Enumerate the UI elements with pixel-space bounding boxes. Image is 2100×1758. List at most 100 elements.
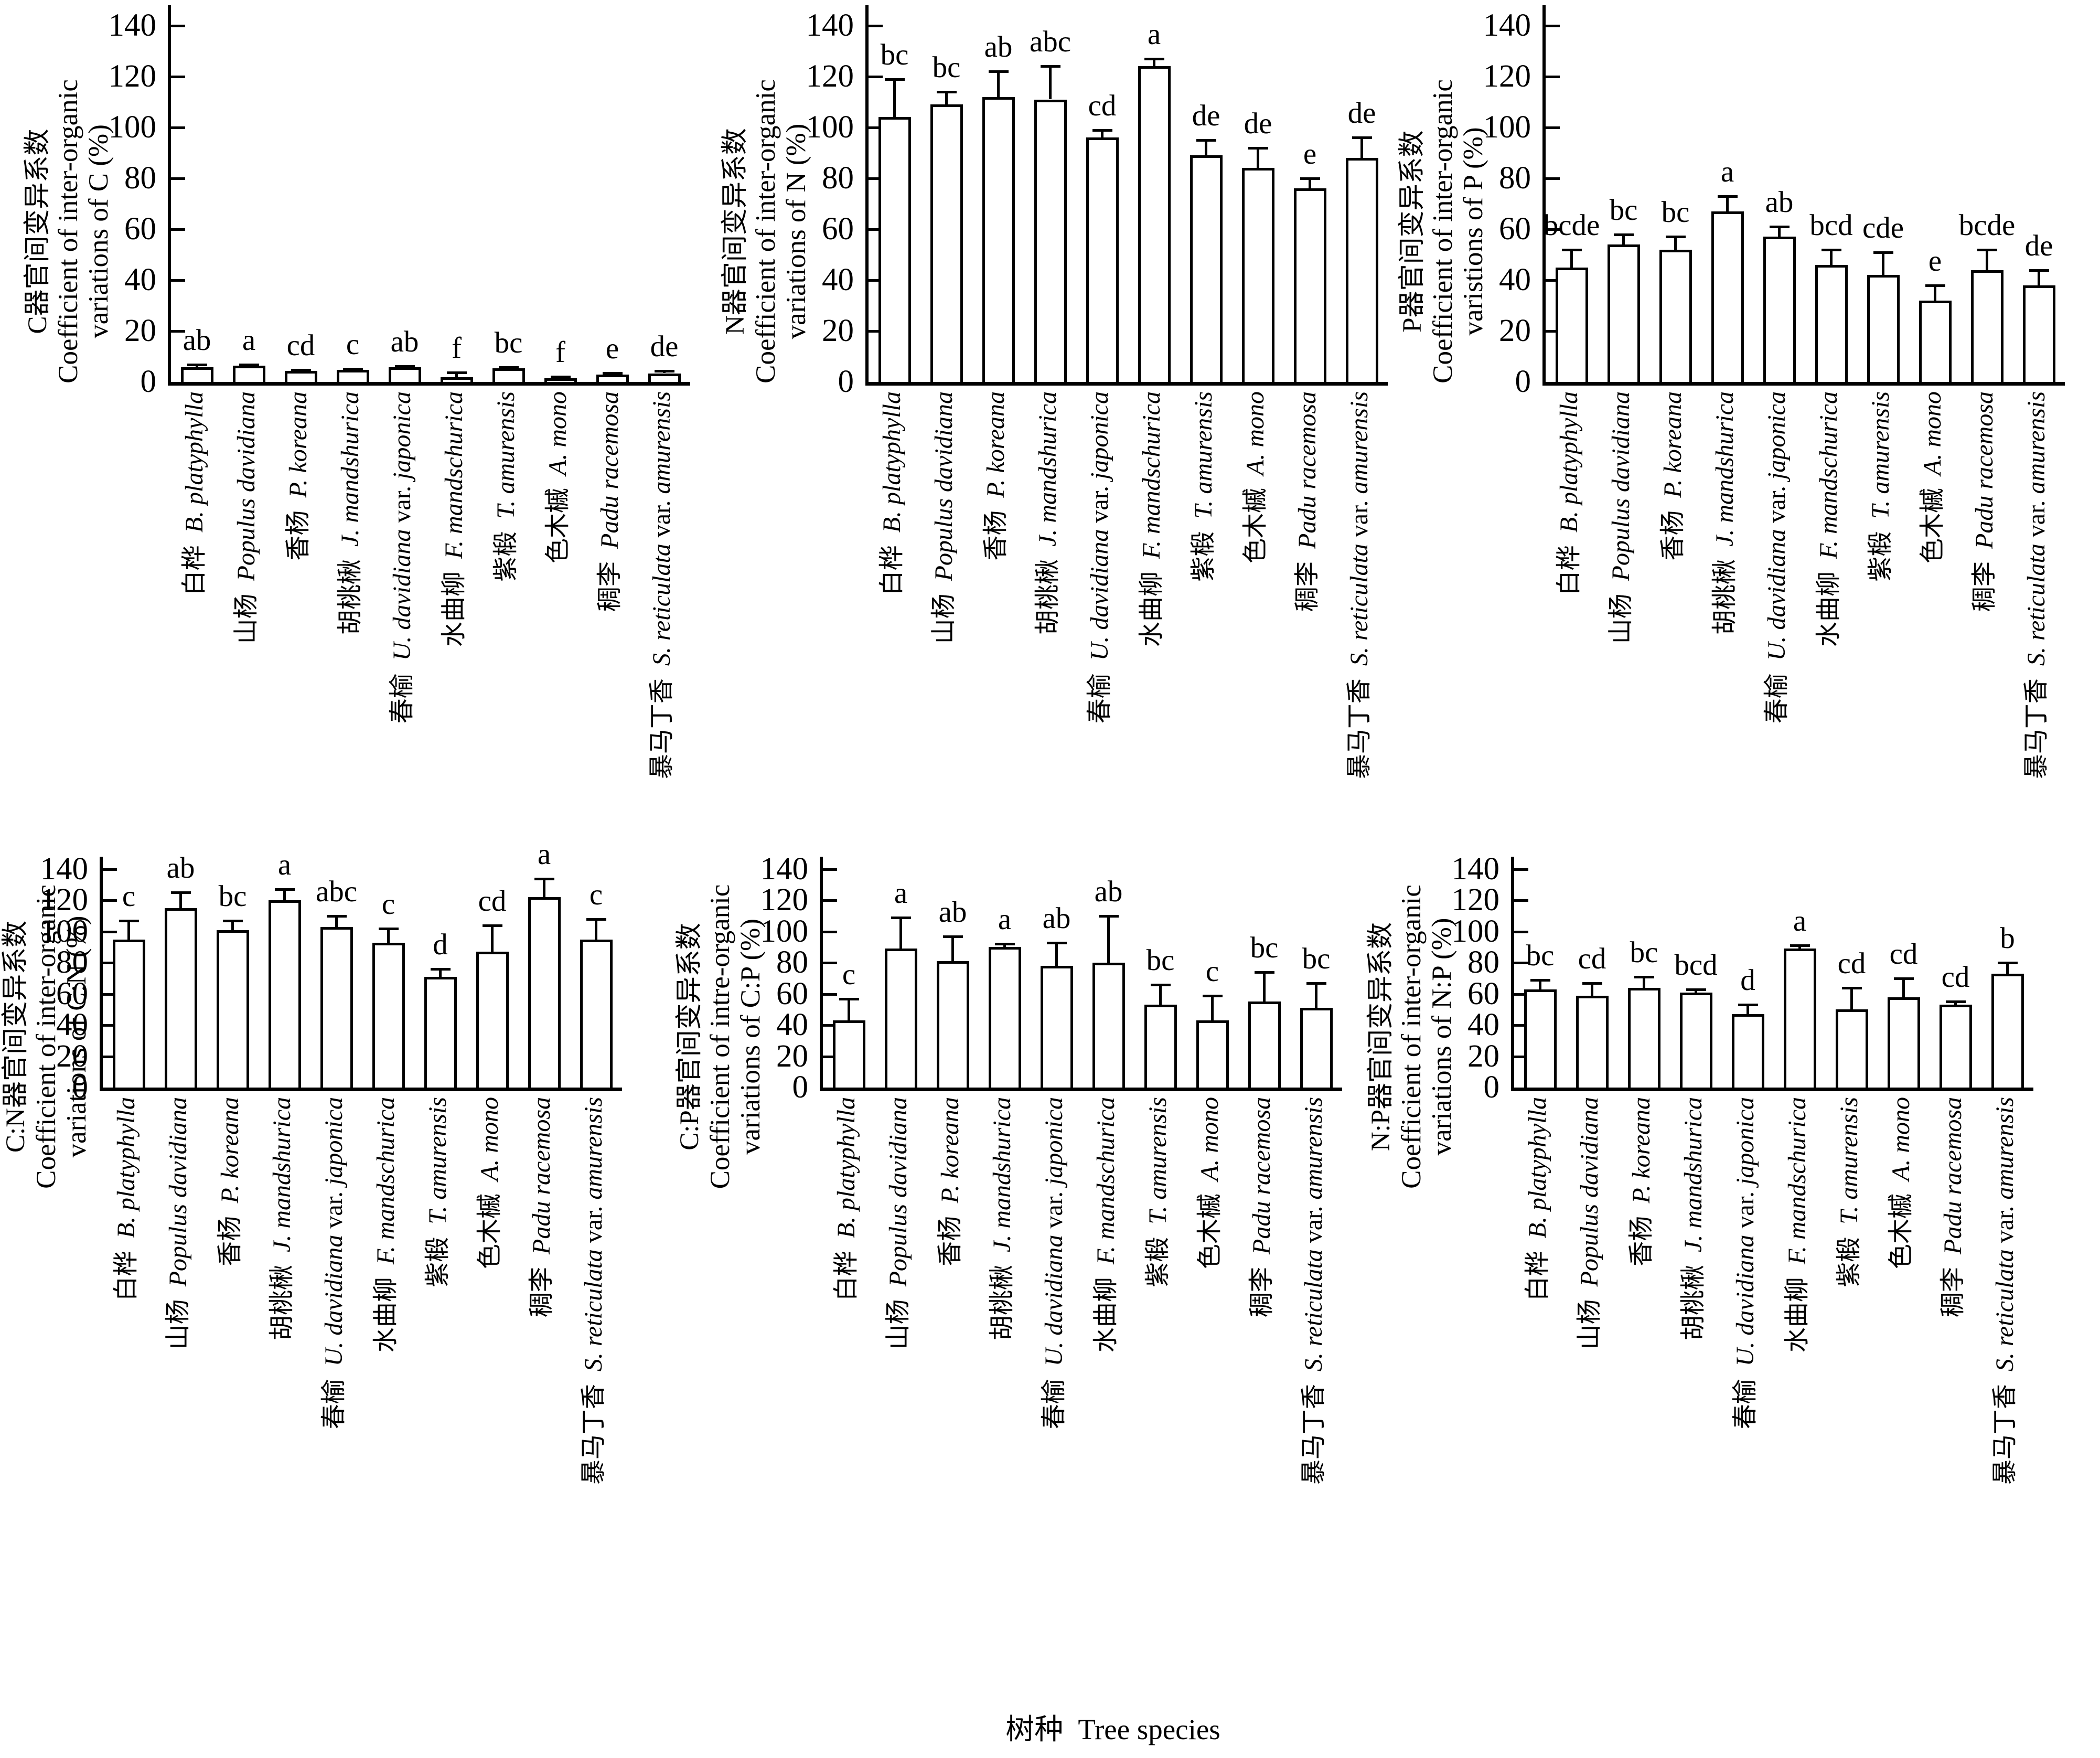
- error-bar-cap: [994, 943, 1015, 946]
- y-tick: [1514, 868, 1528, 871]
- y-tick-label: 120: [108, 58, 157, 94]
- error-bar-cap: [1196, 139, 1216, 142]
- bar: [1659, 249, 1692, 382]
- error-bar: [1205, 140, 1207, 156]
- y-axis-title: P器官间变异系数 Coefficient of inter-organic vari…: [1397, 79, 1488, 383]
- error-bar-cap: [1092, 129, 1112, 132]
- error-bar-cap: [884, 78, 905, 81]
- x-tick-label: 紫椴 T. amurensis: [491, 391, 520, 582]
- y-tick-label: 120: [1483, 58, 1531, 94]
- error-bar-cap: [170, 891, 191, 894]
- plot-area: bc bc ab abc cd a de de e de: [865, 5, 1388, 386]
- y-axis-title-en-line: varistions of P (%): [1458, 127, 1488, 336]
- error-bar-cap: [222, 919, 243, 922]
- error-bar: [127, 920, 130, 940]
- error-bar: [387, 928, 390, 943]
- x-tick-label: 色木槭 A. mono: [1918, 391, 1946, 563]
- error-bar-cap: [1893, 977, 1914, 980]
- sig-letter: bc: [932, 50, 961, 84]
- y-axis-title-en-line: variations of N (%): [781, 123, 811, 339]
- x-tick-label: 暴马丁香 S. reticulata var. amurensis: [1990, 1097, 2019, 1485]
- y-tick-label: 140: [806, 7, 854, 43]
- error-bar-cap: [1561, 248, 1582, 251]
- error-bar-cap: [1769, 226, 1790, 229]
- error-bar: [283, 889, 286, 901]
- error-bar-cap: [2029, 269, 2049, 272]
- sig-letter: ab: [1042, 901, 1071, 935]
- bar: [1991, 973, 2024, 1088]
- x-tick-label: 白桦 B. platyphylla: [1523, 1097, 1551, 1302]
- error-bar: [1850, 987, 1853, 1010]
- x-tick-label: 香杨 P. koreana: [1658, 391, 1687, 561]
- y-tick-label: 80: [822, 160, 854, 196]
- sig-letter: bc: [1661, 196, 1690, 229]
- bar: [336, 370, 369, 382]
- bar: [476, 952, 509, 1088]
- x-tick-label: 春榆 U. davidiana var. japonica: [388, 391, 416, 724]
- sig-letter: c: [1205, 954, 1219, 988]
- bar: [1607, 244, 1640, 382]
- y-tick: [171, 228, 185, 231]
- sig-letter: bc: [1630, 935, 1658, 969]
- bar: [1241, 168, 1274, 382]
- bar: [1731, 1014, 1764, 1088]
- error-bar: [1747, 1005, 1749, 1015]
- y-tick-label: 0: [838, 364, 854, 399]
- chart-cv-c: ab a cd c ab f bc f e de 0 20 40 60 80 100 120 140 白桦 B. p…: [23, 5, 690, 779]
- sig-letter: b: [2000, 922, 2015, 955]
- sig-letter: bc: [1526, 939, 1555, 972]
- bar: [1763, 237, 1796, 382]
- plot-area: bc cd bc bcd d a cd cd cd b: [1511, 857, 2033, 1091]
- error-bar-cap: [1144, 57, 1164, 60]
- y-tick: [171, 329, 185, 333]
- sig-letter: de: [650, 329, 679, 363]
- y-tick: [869, 126, 883, 129]
- y-axis-title-en-line: Coefficient of inter-organic: [751, 79, 781, 383]
- y-tick: [1514, 930, 1528, 933]
- sig-letter: bcde: [1543, 208, 1600, 242]
- x-tick-label: 稠李 Padu racemosa: [527, 1097, 555, 1317]
- error-bar-cap: [550, 376, 571, 379]
- y-tick: [1546, 126, 1560, 129]
- error-bar-cap: [1306, 982, 1326, 985]
- bar: [1040, 966, 1073, 1088]
- bar: [2022, 285, 2055, 382]
- y-axis-title-en-line: Coefficient of intre-organic: [705, 884, 735, 1189]
- x-tick-label: 水曲柳 F. mandschurica: [371, 1097, 400, 1353]
- sig-letter: a: [1720, 155, 1734, 188]
- sig-letter: a: [1793, 904, 1807, 938]
- x-tick-label: 香杨 P. koreana: [284, 391, 312, 561]
- y-axis-title: C:N器官间变异系数 Coefficient of inter-organic va…: [1, 885, 92, 1189]
- x-tick-label: 暴马丁香 S. reticulata var. amurensis: [579, 1097, 607, 1485]
- y-axis-title-en-line: variations of N:P (%): [1427, 918, 1457, 1156]
- error-bar-cap: [654, 369, 674, 372]
- bar: [372, 942, 405, 1088]
- error-bar: [455, 372, 458, 377]
- error-bar: [1591, 983, 1593, 996]
- y-tick: [1546, 228, 1560, 231]
- y-tick-label: 80: [776, 945, 808, 981]
- y-tick-label: 0: [1515, 364, 1531, 399]
- error-bar: [2038, 270, 2040, 285]
- bar: [1711, 211, 1744, 382]
- sig-letter: a: [998, 903, 1012, 936]
- y-tick-label: 100: [1483, 109, 1531, 145]
- y-tick-label: 140: [1483, 7, 1531, 43]
- y-axis-title-zh: N:P器官间变异系数: [1366, 922, 1396, 1152]
- x-tick-label: 山杨 Populus davidiana: [1606, 391, 1635, 644]
- sig-letter: e: [1928, 244, 1942, 278]
- error-bar-cap: [602, 371, 623, 375]
- x-tick-label: 色木槭 A. mono: [1195, 1097, 1224, 1269]
- y-tick-label: 40: [124, 262, 156, 297]
- error-bar: [997, 71, 1000, 97]
- y-tick-label: 120: [40, 882, 89, 918]
- bar: [596, 374, 629, 382]
- plot-area: c ab bc a abc c d cd a c: [100, 838, 622, 1091]
- error-bar-cap: [1202, 994, 1223, 997]
- x-tick-label: 山杨 Populus davidiana: [929, 391, 958, 644]
- bar: [180, 367, 213, 382]
- y-tick-label: 80: [124, 160, 156, 196]
- error-bar-cap: [1717, 195, 1738, 198]
- sig-letter: bc: [1250, 931, 1279, 964]
- bar: [930, 104, 963, 382]
